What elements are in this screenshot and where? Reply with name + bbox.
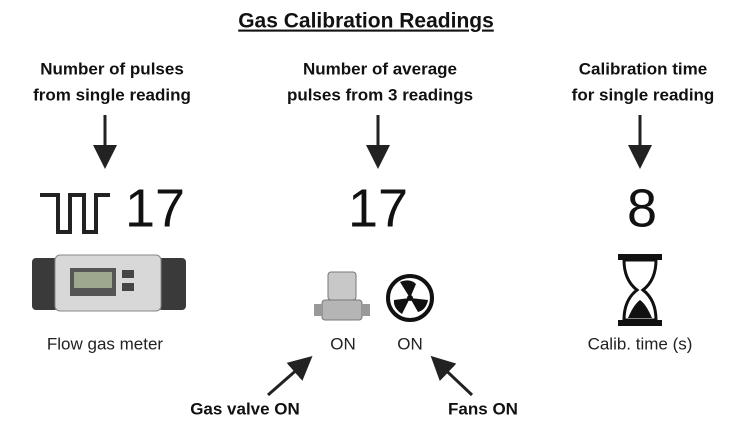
fan-icon [388, 276, 432, 320]
column-label: for single reading [572, 85, 715, 104]
hourglass-icon [618, 254, 662, 326]
gas-valve-icon [314, 272, 370, 320]
column-label: Number of pulses [40, 59, 184, 78]
column-label: pulses from 3 readings [287, 85, 473, 104]
column-label: Calibration time [579, 59, 707, 78]
page: {"title": "Gas Calibration Readings", "c… [0, 0, 730, 426]
flow-meter-icon [32, 255, 186, 311]
value: 17 [125, 178, 185, 238]
value: 17 [348, 178, 408, 238]
caption: ON [397, 334, 423, 353]
arrows [105, 115, 640, 395]
column-label: Number of average [303, 59, 457, 78]
pulse-icon [40, 195, 110, 232]
caption: Calib. time (s) [588, 334, 693, 353]
callout: Fans ON [448, 399, 518, 418]
title: Gas Calibration Readings [238, 10, 494, 33]
column-label: from single reading [33, 85, 191, 104]
caption: Flow gas meter [47, 334, 164, 353]
callout: Gas valve ON [190, 399, 300, 418]
diagram: Gas Calibration Readings Number of pulse… [0, 0, 730, 426]
caption: ON [330, 334, 356, 353]
value: 8 [627, 178, 657, 238]
